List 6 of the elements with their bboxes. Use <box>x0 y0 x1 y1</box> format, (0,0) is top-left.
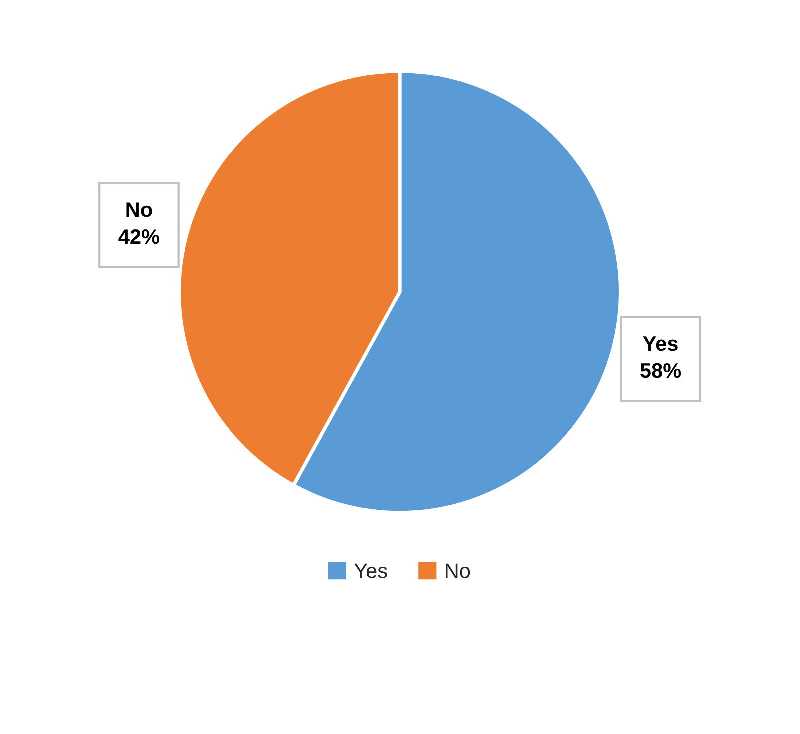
legend-label: Yes <box>354 564 388 578</box>
data-label: 58% <box>640 363 682 378</box>
data-label: 42% <box>118 229 160 244</box>
slice-label: No <box>126 202 152 218</box>
slice-label: Yes <box>643 336 678 352</box>
legend-label: No <box>446 564 470 578</box>
